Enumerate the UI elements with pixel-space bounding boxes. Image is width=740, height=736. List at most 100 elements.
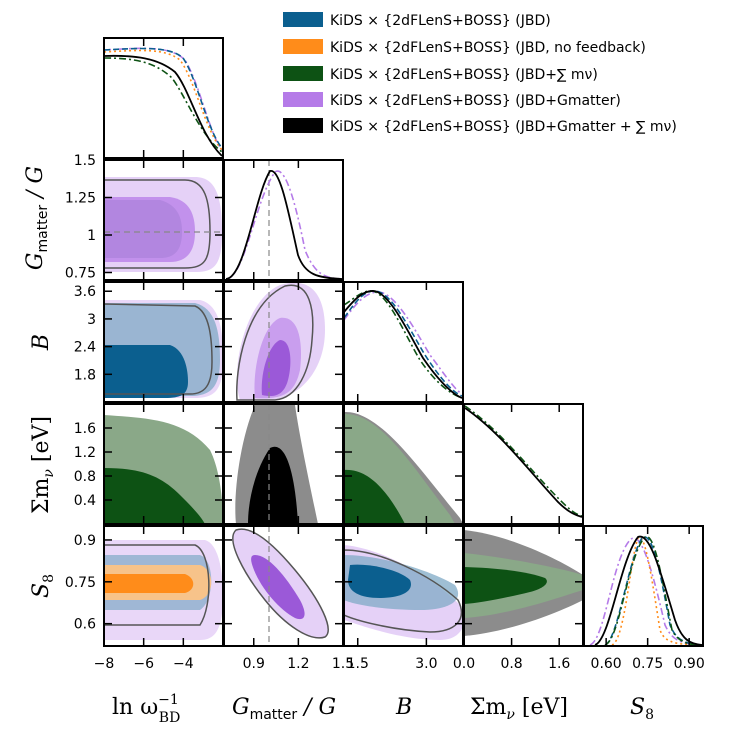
panel-s8-gmatter — [232, 526, 329, 646]
x-tick-label-B: 3.0 — [415, 656, 437, 672]
marginal-s8-mnu — [604, 536, 703, 646]
marginal-b-mnu — [344, 290, 463, 399]
contour-95-all-bg — [236, 284, 314, 401]
y-tick-label-S8: 0.6 — [74, 617, 96, 633]
legend-entry-jbd: KiDS × {2dFLenS+BOSS} (JBD) — [283, 12, 551, 29]
x-tick-label-mnu: 1.6 — [548, 656, 570, 672]
contour-68-jbd-s8b — [348, 564, 411, 598]
panel-b-lnomega — [104, 300, 223, 398]
x-tick-label-lnomega: −8 — [94, 656, 115, 672]
marginal-s8-gmatter — [589, 537, 703, 646]
contour-68-jbd-b — [104, 345, 188, 398]
contour-68-gmatter — [104, 197, 195, 262]
y-tick-label-S8: 0.9 — [74, 533, 96, 549]
marginal-gmatter-all — [225, 170, 343, 280]
x-tick-label-Gmatter: 1.2 — [287, 656, 309, 672]
ylabel-mnu: Σmν [eV] — [29, 416, 57, 514]
marginal-lnomega-mnu — [104, 57, 223, 153]
svg-text:KiDS × {2dFLenS+BOSS} (JBD+Gma: KiDS × {2dFLenS+BOSS} (JBD+Gmatter + ∑ m… — [330, 119, 677, 135]
y-tick-label-B: 3 — [87, 312, 96, 328]
marginal-b — [344, 290, 463, 399]
panel-mnu-gmatter — [235, 404, 318, 524]
contour-68-all — [104, 200, 182, 258]
marginal-s8-nofeedback — [611, 536, 703, 646]
y-tick-label-Gmatter: 1.25 — [65, 191, 96, 207]
marginal-b-all — [344, 290, 463, 399]
x-tick-label-mnu: 0.0 — [453, 656, 475, 672]
xlabel-lnomega: ln ω−1 BD — [112, 692, 180, 726]
ticks: −8 −6 −4 0.9 1.2 1.51.5 3.0 0.0 0.8 1.6 0.60 0.75 0.… — [65, 38, 705, 672]
marginal-gmatter — [225, 160, 343, 280]
y-tick-label-mnu: 1.2 — [74, 445, 96, 461]
marginal-s8 — [589, 535, 703, 646]
y-tick-label-B: 2.4 — [74, 340, 96, 356]
marginal-lnomega — [104, 47, 223, 157]
panel-b-gmatter — [236, 282, 325, 402]
x-tick-label-lnomega: −4 — [173, 656, 194, 672]
y-tick-label-Gmatter: 1 — [87, 228, 96, 244]
x-tick-label-lnomega: −6 — [133, 656, 154, 672]
contour-68-mnu-gmatter — [248, 446, 298, 524]
contour-68-s8-gmatter — [251, 555, 305, 620]
x-tick-label-Gmatter: 1.5 — [332, 656, 354, 672]
marginal-lnomega-nofeedback — [104, 49, 223, 151]
panel-gmatter-lnomega — [104, 177, 223, 272]
panel-frame-4-4 — [583, 525, 704, 647]
y-tick-label-S8: 0.75 — [65, 575, 96, 591]
marginal-b-jbd — [344, 290, 463, 397]
xlabel-gmatter: Gmatter / G — [232, 695, 336, 723]
marginal-lnomega-jbd — [104, 47, 223, 149]
x-tick-label-B: 1.5 — [347, 656, 369, 672]
y-tick-label-mnu: 1.6 — [74, 421, 96, 437]
x-tick-label-Gmatter: 0.9 — [243, 656, 265, 672]
contour-95-all-s8 — [104, 544, 210, 626]
contour-68-mnu-s8mnu — [464, 567, 547, 604]
xlabel-mnu: Σmν [eV] — [470, 695, 568, 723]
y-tick-label-Gmatter: 1.5 — [74, 153, 96, 169]
legend-entry-mnu: KiDS × {2dFLenS+BOSS} (JBD+∑ mν) — [283, 66, 598, 83]
marginal-mnu — [464, 405, 583, 518]
svg-text:KiDS × {2dFLenS+BOSS} (JBD, no: KiDS × {2dFLenS+BOSS} (JBD, no feedback) — [330, 40, 646, 56]
panel-frame-1-1 — [223, 159, 344, 281]
panel-mnu-b — [344, 411, 463, 524]
ylabel-gmatter: Gmatter / G — [23, 166, 51, 270]
xlabel-b: B — [395, 695, 412, 720]
ylabel-s8: S8 — [29, 574, 57, 598]
x-tick-label-S8: 0.90 — [674, 656, 705, 672]
panel-frame-0-0 — [103, 37, 224, 159]
marginal-gmatter-gmatter — [225, 170, 343, 280]
svg-text:KiDS × {2dFLenS+BOSS} (JBD): KiDS × {2dFLenS+BOSS} (JBD) — [330, 13, 551, 29]
svg-text:KiDS × {2dFLenS+BOSS} (JBD+Gma: KiDS × {2dFLenS+BOSS} (JBD+Gmatter) — [330, 93, 621, 109]
panel-mnu-lnomega — [104, 415, 223, 524]
svg-text:KiDS × {2dFLenS+BOSS} (JBD+∑ m: KiDS × {2dFLenS+BOSS} (JBD+∑ mν) — [330, 67, 598, 83]
x-tick-label-S8: 0.75 — [632, 656, 663, 672]
contour-95-all-b — [104, 303, 213, 395]
xlabel-s8: S8 — [630, 695, 654, 723]
marginal-s8-all — [594, 535, 703, 646]
marginal-mnu-mnu — [464, 405, 583, 517]
ylabel-b: B — [29, 334, 54, 351]
legend-entry-gmatter: KiDS × {2dFLenS+BOSS} (JBD+Gmatter) — [283, 92, 621, 109]
y-tick-label-mnu: 0.4 — [74, 493, 96, 509]
marginal-b-gmatter — [344, 291, 463, 395]
y-tick-label-B: 1.8 — [74, 367, 96, 383]
panel-s8-b — [344, 545, 463, 640]
panel-frame-2-2 — [343, 281, 464, 403]
contour-95-all-s8b — [344, 549, 463, 633]
contour-68-mnu-lnomega — [104, 468, 205, 524]
marginal-lnomega-all — [104, 54, 223, 157]
contour-68-mnu-mnu-b — [344, 469, 405, 524]
legend-entry-no-feedback: KiDS × {2dFLenS+BOSS} (JBD, no feedback) — [283, 39, 646, 56]
x-tick-label-S8: 0.60 — [591, 656, 622, 672]
legend-entry-gmatter-mnu: KiDS × {2dFLenS+BOSS} (JBD+Gmatter + ∑ m… — [283, 118, 677, 135]
marginal-mnu-all — [464, 407, 583, 518]
legend: KiDS × {2dFLenS+BOSS} (JBD) KiDS × {2dFL… — [283, 12, 677, 135]
panel-frame-3-3 — [463, 403, 584, 525]
panel-s8-lnomega — [104, 540, 223, 640]
panel-s8-mnu — [464, 530, 583, 636]
y-tick-label-B: 3.6 — [74, 284, 96, 300]
y-tick-label-mnu: 0.8 — [74, 469, 96, 485]
y-tick-label-Gmatter: 0.75 — [65, 266, 96, 282]
x-tick-label-mnu: 0.8 — [500, 656, 522, 672]
